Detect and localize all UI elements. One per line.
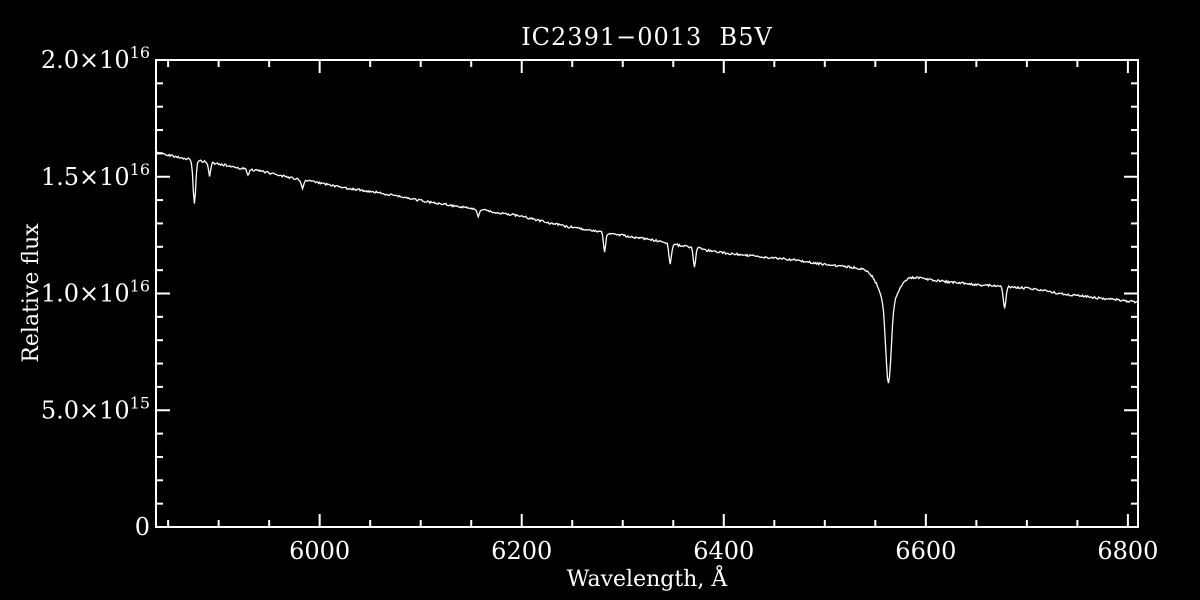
x-tick-label: 6800 (1097, 537, 1158, 565)
plot-box-border (155, 59, 1139, 528)
y-tick-label: 2.0×1016 (41, 43, 150, 74)
y-tick-label: 1.0×1016 (41, 277, 150, 308)
x-tick-label: 6400 (693, 537, 754, 565)
axis-tick-labels: 6000 6200 6400 6600 6800 0 5.0×1015 1.0×1016 1.5… (41, 43, 1159, 565)
y-axis-label: Relative flux (19, 223, 44, 363)
y-tick-label: 5.0×1015 (41, 393, 150, 424)
y-tick-label: 1.5×1016 (41, 160, 150, 191)
spectrum-line (155, 151, 1139, 384)
x-tick-label: 6600 (895, 537, 956, 565)
chart-title: IC2391−0013 B5V (521, 23, 773, 51)
x-axis-label: Wavelength, Å (567, 564, 729, 592)
y-tick-label: 0 (135, 513, 150, 541)
x-tick-label: 6000 (289, 537, 350, 565)
x-tick-label: 6200 (491, 537, 552, 565)
axis-ticks (156, 59, 1138, 528)
